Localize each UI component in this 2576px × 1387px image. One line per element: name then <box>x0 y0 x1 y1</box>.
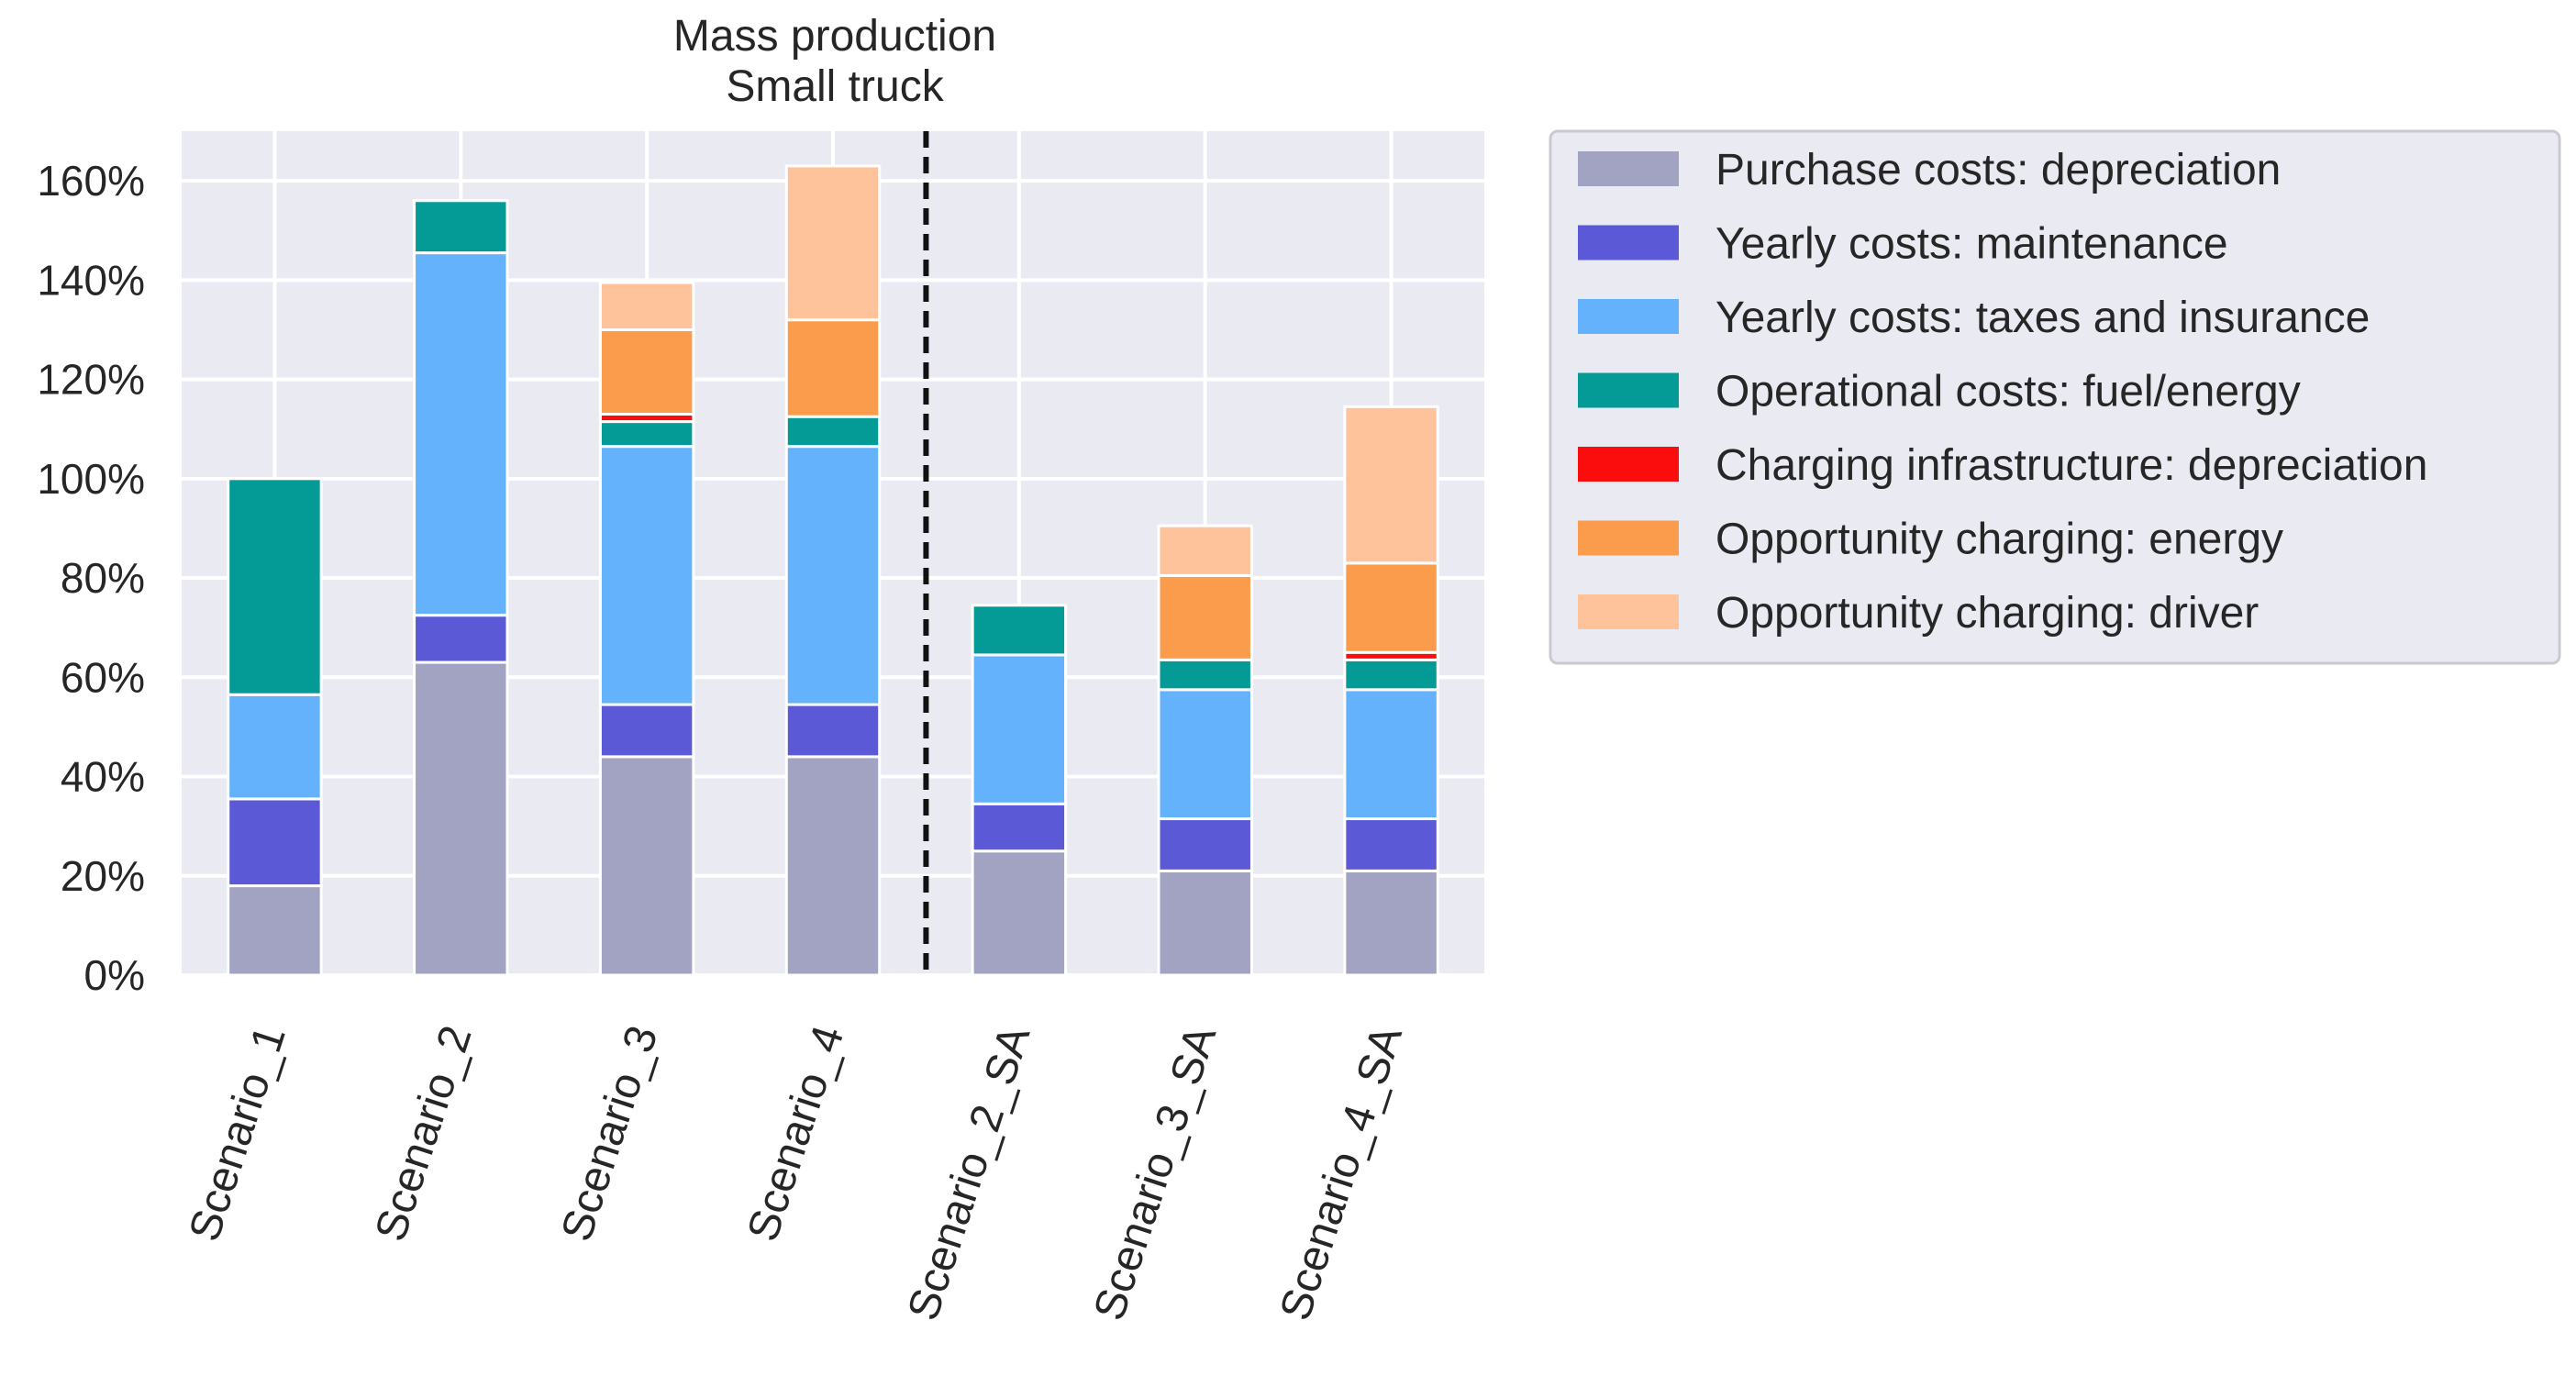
y-tick-label: 140% <box>37 256 145 304</box>
legend-label: Operational costs: fuel/energy <box>1715 368 2301 416</box>
bar-segment <box>413 660 509 977</box>
legend-swatch <box>1578 447 1679 482</box>
y-tick-label: 100% <box>37 455 145 503</box>
x-tick-label: Scenario_2 <box>366 1020 481 1247</box>
x-tick-label: Scenario_1 <box>180 1020 294 1247</box>
legend-label: Purchase costs: depreciation <box>1715 146 2281 194</box>
legend-swatch <box>1578 299 1679 334</box>
bar-segment <box>413 614 509 664</box>
bar-segment <box>784 703 882 759</box>
bar-segment <box>227 797 323 888</box>
legend-swatch <box>1578 594 1679 629</box>
y-tick-label: 20% <box>61 852 145 900</box>
bar-segment <box>413 251 509 617</box>
bar-segment <box>1157 524 1253 577</box>
bar-segment <box>1343 405 1439 565</box>
bar-segment <box>1343 658 1439 692</box>
bar-segment <box>227 884 323 977</box>
y-tick-label: 160% <box>37 157 145 205</box>
bar-segment <box>598 755 695 977</box>
x-tick-labels: Scenario_1 Scenario_2 Scenario_3 Scenario_4… <box>180 1020 1412 1326</box>
bars <box>227 164 1439 977</box>
bar-segment <box>784 318 882 418</box>
legend-label: Opportunity charging: driver <box>1715 589 2259 638</box>
x-tick-label: Scenario_3 <box>552 1020 667 1247</box>
legend-swatch <box>1578 225 1679 261</box>
chart-title-line-1: Mass production <box>673 12 996 61</box>
bar-segment <box>598 327 695 416</box>
y-tick-labels: 0% 20% 40% 60% 80% 100% 120% 140% 160% <box>37 157 145 999</box>
bar-segment <box>1157 817 1253 872</box>
bar-segment <box>784 755 882 977</box>
bar-segment <box>598 445 695 706</box>
legend-label: Opportunity charging: energy <box>1715 516 2283 564</box>
bar-segment <box>598 281 695 331</box>
bar-segment <box>413 199 509 255</box>
legend: Purchase costs: depreciation Yearly costs… <box>1578 146 2427 638</box>
bar-segment <box>784 445 882 706</box>
bar-segment <box>784 164 882 322</box>
bar-segment <box>598 703 695 759</box>
bar-segment <box>227 693 323 801</box>
x-tick-label: Scenario_4 <box>738 1020 853 1247</box>
bar-segment <box>1157 688 1253 821</box>
bar-segment <box>1343 561 1439 654</box>
legend-swatch <box>1578 151 1679 186</box>
bar-segment <box>598 420 695 449</box>
legend-label: Yearly costs: maintenance <box>1715 220 2228 269</box>
y-tick-label: 40% <box>61 753 145 801</box>
x-tick-label: Scenario_3_SA <box>1085 1020 1226 1326</box>
x-tick-label: Scenario_2_SA <box>899 1020 1039 1326</box>
y-tick-label: 60% <box>61 653 145 701</box>
bar-segment <box>1343 869 1439 977</box>
chart-title-line-2: Small truck <box>726 62 944 111</box>
legend-label: Charging infrastructure: depreciation <box>1715 441 2427 490</box>
legend-box <box>1549 129 2561 665</box>
x-tick-label: Scenario_4_SA <box>1271 1020 1412 1326</box>
bar-segment <box>1343 817 1439 872</box>
bar-segment <box>1157 869 1253 977</box>
bar-segment <box>971 849 1068 977</box>
bar-segment <box>1343 688 1439 821</box>
bar-segment <box>971 604 1068 657</box>
legend-swatch <box>1578 520 1679 556</box>
y-tick-label: 80% <box>61 554 145 602</box>
y-tick-label: 0% <box>84 951 145 999</box>
bar-segment <box>971 802 1068 853</box>
legend-label: Yearly costs: taxes and insurance <box>1715 294 2370 342</box>
bar-segment <box>227 477 323 696</box>
bar-segment <box>971 653 1068 805</box>
bar-segment <box>1157 658 1253 692</box>
legend-swatch <box>1578 372 1679 408</box>
bar-segment <box>784 415 882 449</box>
bar-segment <box>1157 573 1253 661</box>
y-tick-label: 120% <box>37 356 145 404</box>
